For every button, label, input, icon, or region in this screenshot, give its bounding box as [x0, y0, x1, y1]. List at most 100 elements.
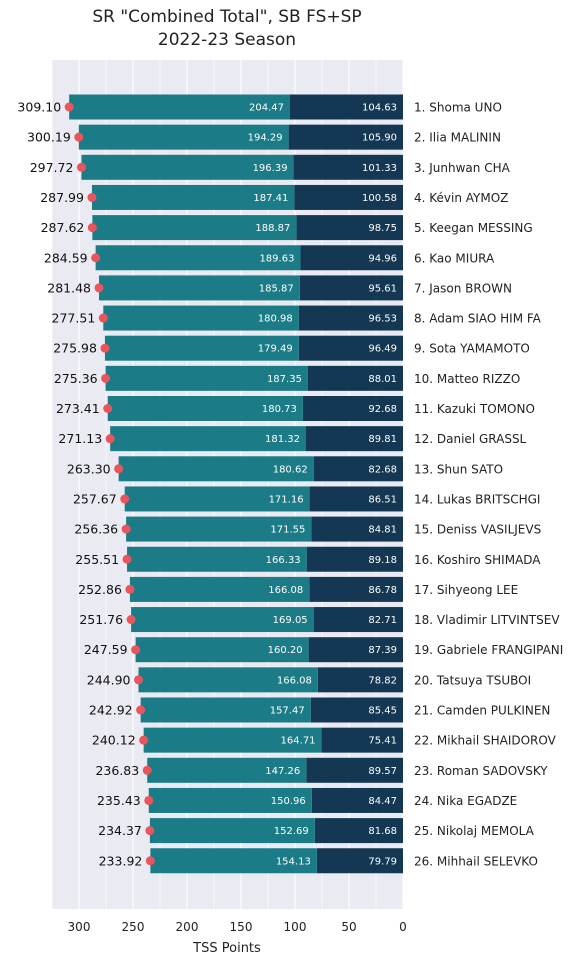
skater-name-label: 8. Adam SIAO HIM FA — [414, 312, 542, 326]
skater-name-label: 9. Sota YAMAMOTO — [414, 342, 530, 356]
total-label: 257.67 — [73, 491, 117, 506]
bars: 104.63 204.47 309.10 1. Shoma UNO 105.90 194.… — [17, 94, 563, 874]
bar-sp-label: 75.41 — [368, 736, 397, 747]
bar-fs-label: 166.33 — [266, 555, 301, 566]
bar-fs-label: 181.32 — [265, 434, 300, 445]
skater-name-label: 19. Gabriele FRANGIPANI — [414, 643, 563, 657]
total-label: 252.86 — [78, 582, 122, 597]
bar-fs-label: 169.05 — [273, 615, 308, 626]
total-label: 275.98 — [53, 341, 97, 356]
bar-sp-label: 92.68 — [368, 404, 397, 415]
bar-sp-label: 86.51 — [368, 494, 397, 505]
total-label: 281.48 — [47, 280, 91, 295]
total-label: 263.30 — [67, 461, 111, 476]
bar-sp-label: 81.68 — [368, 826, 397, 837]
skater-name-label: 4. Kévin AYMOZ — [414, 191, 508, 205]
bar-fs-label: 166.08 — [277, 675, 312, 686]
total-marker — [103, 404, 113, 413]
bar-fs-label: 160.20 — [268, 645, 303, 656]
bar-fs — [110, 426, 307, 452]
total-marker — [136, 705, 146, 715]
skater-name-label: 5. Keegan MESSING — [414, 221, 533, 235]
total-marker — [114, 464, 124, 474]
bar-fs-label: 189.63 — [259, 253, 294, 264]
bar-sp-label: 98.75 — [368, 223, 397, 234]
chart-title-line-1: SR "Combined Total", SB FS+SP — [92, 7, 361, 27]
bar-sp-label: 104.63 — [362, 103, 397, 114]
total-marker — [76, 162, 86, 172]
bar-sp-label: 89.81 — [368, 434, 397, 445]
total-marker — [105, 434, 115, 444]
bar-sp — [308, 637, 403, 663]
total-label: 271.13 — [58, 431, 102, 446]
bar-fs — [78, 124, 289, 150]
total-label: 236.83 — [95, 763, 139, 778]
bar-sp-label: 96.53 — [368, 314, 397, 325]
bar-fs — [148, 787, 312, 813]
total-marker — [142, 765, 152, 775]
total-label: 275.36 — [54, 371, 98, 386]
bar-sp-label: 87.39 — [368, 645, 397, 656]
bar-sp-label: 84.81 — [368, 525, 397, 536]
skater-name-label: 17. Sihyeong LEE — [414, 583, 518, 597]
bar-sp — [289, 94, 403, 120]
x-axis-ticks: 300 250 200 150 100 50 0 — [68, 920, 407, 934]
bar-fs — [124, 486, 310, 512]
x-tick-label: 50 — [341, 920, 356, 934]
total-marker — [98, 313, 108, 323]
total-label: 247.59 — [84, 642, 128, 657]
skater-name-label: 26. Mihhail SELEVKO — [414, 854, 538, 868]
bar-sp-label: 100.58 — [362, 193, 397, 204]
bar-fs — [104, 335, 299, 361]
skater-name-label: 16. Koshiro SHIMADA — [414, 553, 541, 567]
bar-fs — [149, 818, 315, 844]
skater-name-label: 2. Ilia MALININ — [414, 131, 501, 145]
skater-name-label: 15. Deniss VASILJEVS — [414, 523, 541, 537]
total-label: 244.90 — [87, 672, 131, 687]
bar-sp — [310, 697, 403, 723]
bar-fs — [147, 757, 307, 783]
bar-fs-label: 166.08 — [268, 585, 303, 596]
x-axis-label: TSS Points — [192, 941, 261, 956]
bar-fs — [99, 275, 300, 301]
bar-fs-label: 194.29 — [248, 133, 283, 144]
total-label: 235.43 — [97, 793, 141, 808]
total-marker — [87, 223, 97, 233]
total-marker — [101, 373, 111, 383]
bar-sp — [302, 396, 403, 421]
bar-fs — [126, 516, 312, 542]
bar-fs — [127, 546, 307, 572]
bar-fs-label: 157.47 — [270, 706, 305, 717]
bar-sp-label: 95.61 — [368, 283, 397, 294]
bar-sp-label: 86.78 — [368, 585, 397, 596]
bar-sp — [316, 848, 403, 874]
x-tick-label: 250 — [122, 920, 145, 934]
total-marker — [145, 826, 155, 836]
total-marker — [134, 675, 144, 685]
total-marker — [120, 494, 130, 504]
bar-sp — [296, 215, 403, 241]
bar-sp — [300, 245, 403, 271]
total-label: 297.72 — [30, 160, 74, 175]
skater-name-label: 24. Nika EGADZE — [414, 794, 517, 808]
bar-sp — [294, 184, 403, 210]
bar-sp-label: 101.33 — [362, 163, 397, 174]
bar-fs — [105, 365, 308, 391]
bar-fs — [140, 697, 311, 723]
total-marker — [74, 132, 84, 142]
skater-name-label: 25. Nikolaj MEMOLA — [414, 824, 535, 838]
total-marker — [121, 524, 131, 534]
bar-sp-label: 79.79 — [368, 856, 397, 867]
total-label: 277.51 — [52, 311, 96, 326]
bar-sp-label: 94.96 — [368, 253, 397, 264]
chart-title-line-2: 2022-23 Season — [158, 30, 296, 50]
skater-name-label: 20. Tatsuya TSUBOI — [414, 673, 531, 687]
bar-fs — [131, 607, 314, 633]
total-marker — [125, 584, 135, 594]
total-label: 240.12 — [92, 733, 136, 748]
total-label: 287.62 — [41, 220, 85, 235]
bar-fs — [150, 848, 317, 874]
bar-sp-label: 96.49 — [368, 344, 397, 355]
total-label: 234.37 — [98, 823, 142, 838]
total-marker — [64, 102, 74, 112]
